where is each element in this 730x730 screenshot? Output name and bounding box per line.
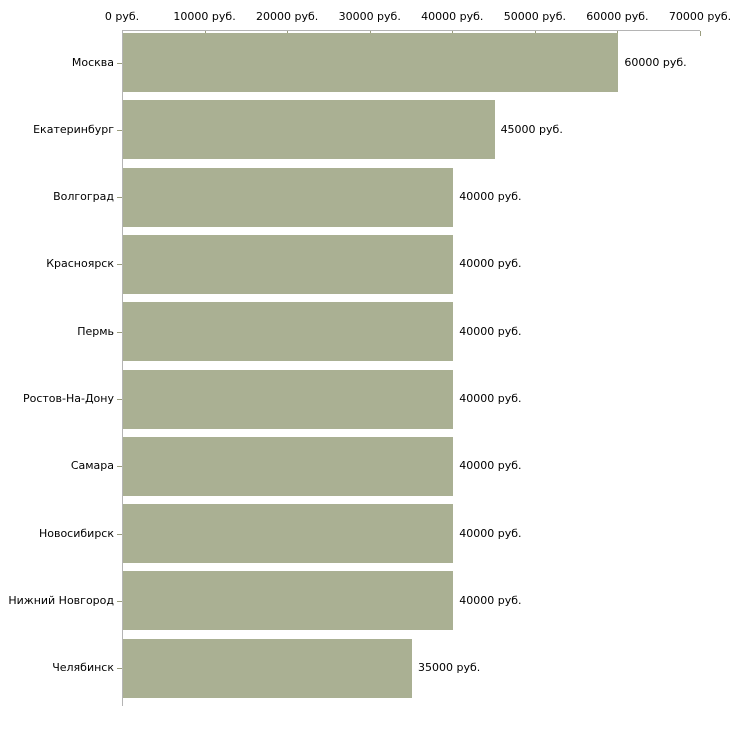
bar-value-label: 40000 руб. <box>459 392 522 405</box>
y-axis-tick <box>117 264 122 265</box>
y-axis-line <box>122 30 123 706</box>
category-label: Пермь <box>77 324 114 338</box>
y-axis-tick <box>117 130 122 131</box>
bar-value-label: 40000 руб. <box>459 526 522 540</box>
bar-value-label: 45000 руб. <box>500 122 563 136</box>
bar[interactable] <box>123 638 412 698</box>
category-label: Екатеринбург <box>33 122 114 136</box>
x-axis-tick-label: 30000 руб. <box>338 10 401 23</box>
category-label: Ростов-На-Дону <box>22 392 114 405</box>
y-axis-tick <box>117 466 122 467</box>
bar[interactable] <box>123 167 454 227</box>
bar[interactable] <box>123 100 495 160</box>
category-label: Новосибирск <box>38 526 114 540</box>
bar[interactable] <box>123 436 454 496</box>
y-axis-tick <box>117 197 122 198</box>
bar-value-label: 35000 руб. <box>418 661 481 675</box>
x-axis-tick-label: 70000 руб. <box>668 10 730 23</box>
category-label: Москва <box>71 55 114 69</box>
bar[interactable] <box>123 369 454 429</box>
bar[interactable] <box>123 234 454 294</box>
x-axis-tick-label: 50000 руб. <box>503 10 566 23</box>
y-axis-tick <box>117 601 122 602</box>
x-axis-tick-label: 0 руб. <box>104 10 140 23</box>
x-axis-tick <box>700 31 701 36</box>
category-label: Волгоград <box>53 190 114 204</box>
x-axis-tick-label: 20000 руб. <box>256 10 319 23</box>
y-axis-tick <box>117 534 122 535</box>
category-label: Красноярск <box>46 257 114 271</box>
bar[interactable] <box>123 33 619 92</box>
bar-value-label: 40000 руб. <box>459 257 522 271</box>
category-label: Нижний Новгород <box>8 593 114 607</box>
bar-value-label: 40000 руб. <box>459 324 522 338</box>
category-label: Самара <box>70 459 114 473</box>
y-axis-tick <box>117 399 122 400</box>
bar[interactable] <box>123 302 454 362</box>
bar-value-label: 60000 руб. <box>624 55 687 69</box>
category-label: Челябинск <box>52 661 114 675</box>
y-axis-tick <box>117 63 122 64</box>
bar[interactable] <box>123 571 454 631</box>
y-axis-tick <box>117 332 122 333</box>
bar-value-label: 40000 руб. <box>459 190 522 204</box>
x-axis-tick-label: 40000 руб. <box>421 10 484 23</box>
x-axis-tick-label: 60000 руб. <box>586 10 649 23</box>
bar[interactable] <box>123 504 454 564</box>
bar-value-label: 40000 руб. <box>459 459 522 473</box>
bar-value-label: 40000 руб. <box>459 593 522 607</box>
x-axis-tick-label: 10000 руб. <box>173 10 236 23</box>
y-axis-tick <box>117 668 122 669</box>
x-axis-line <box>122 30 700 31</box>
